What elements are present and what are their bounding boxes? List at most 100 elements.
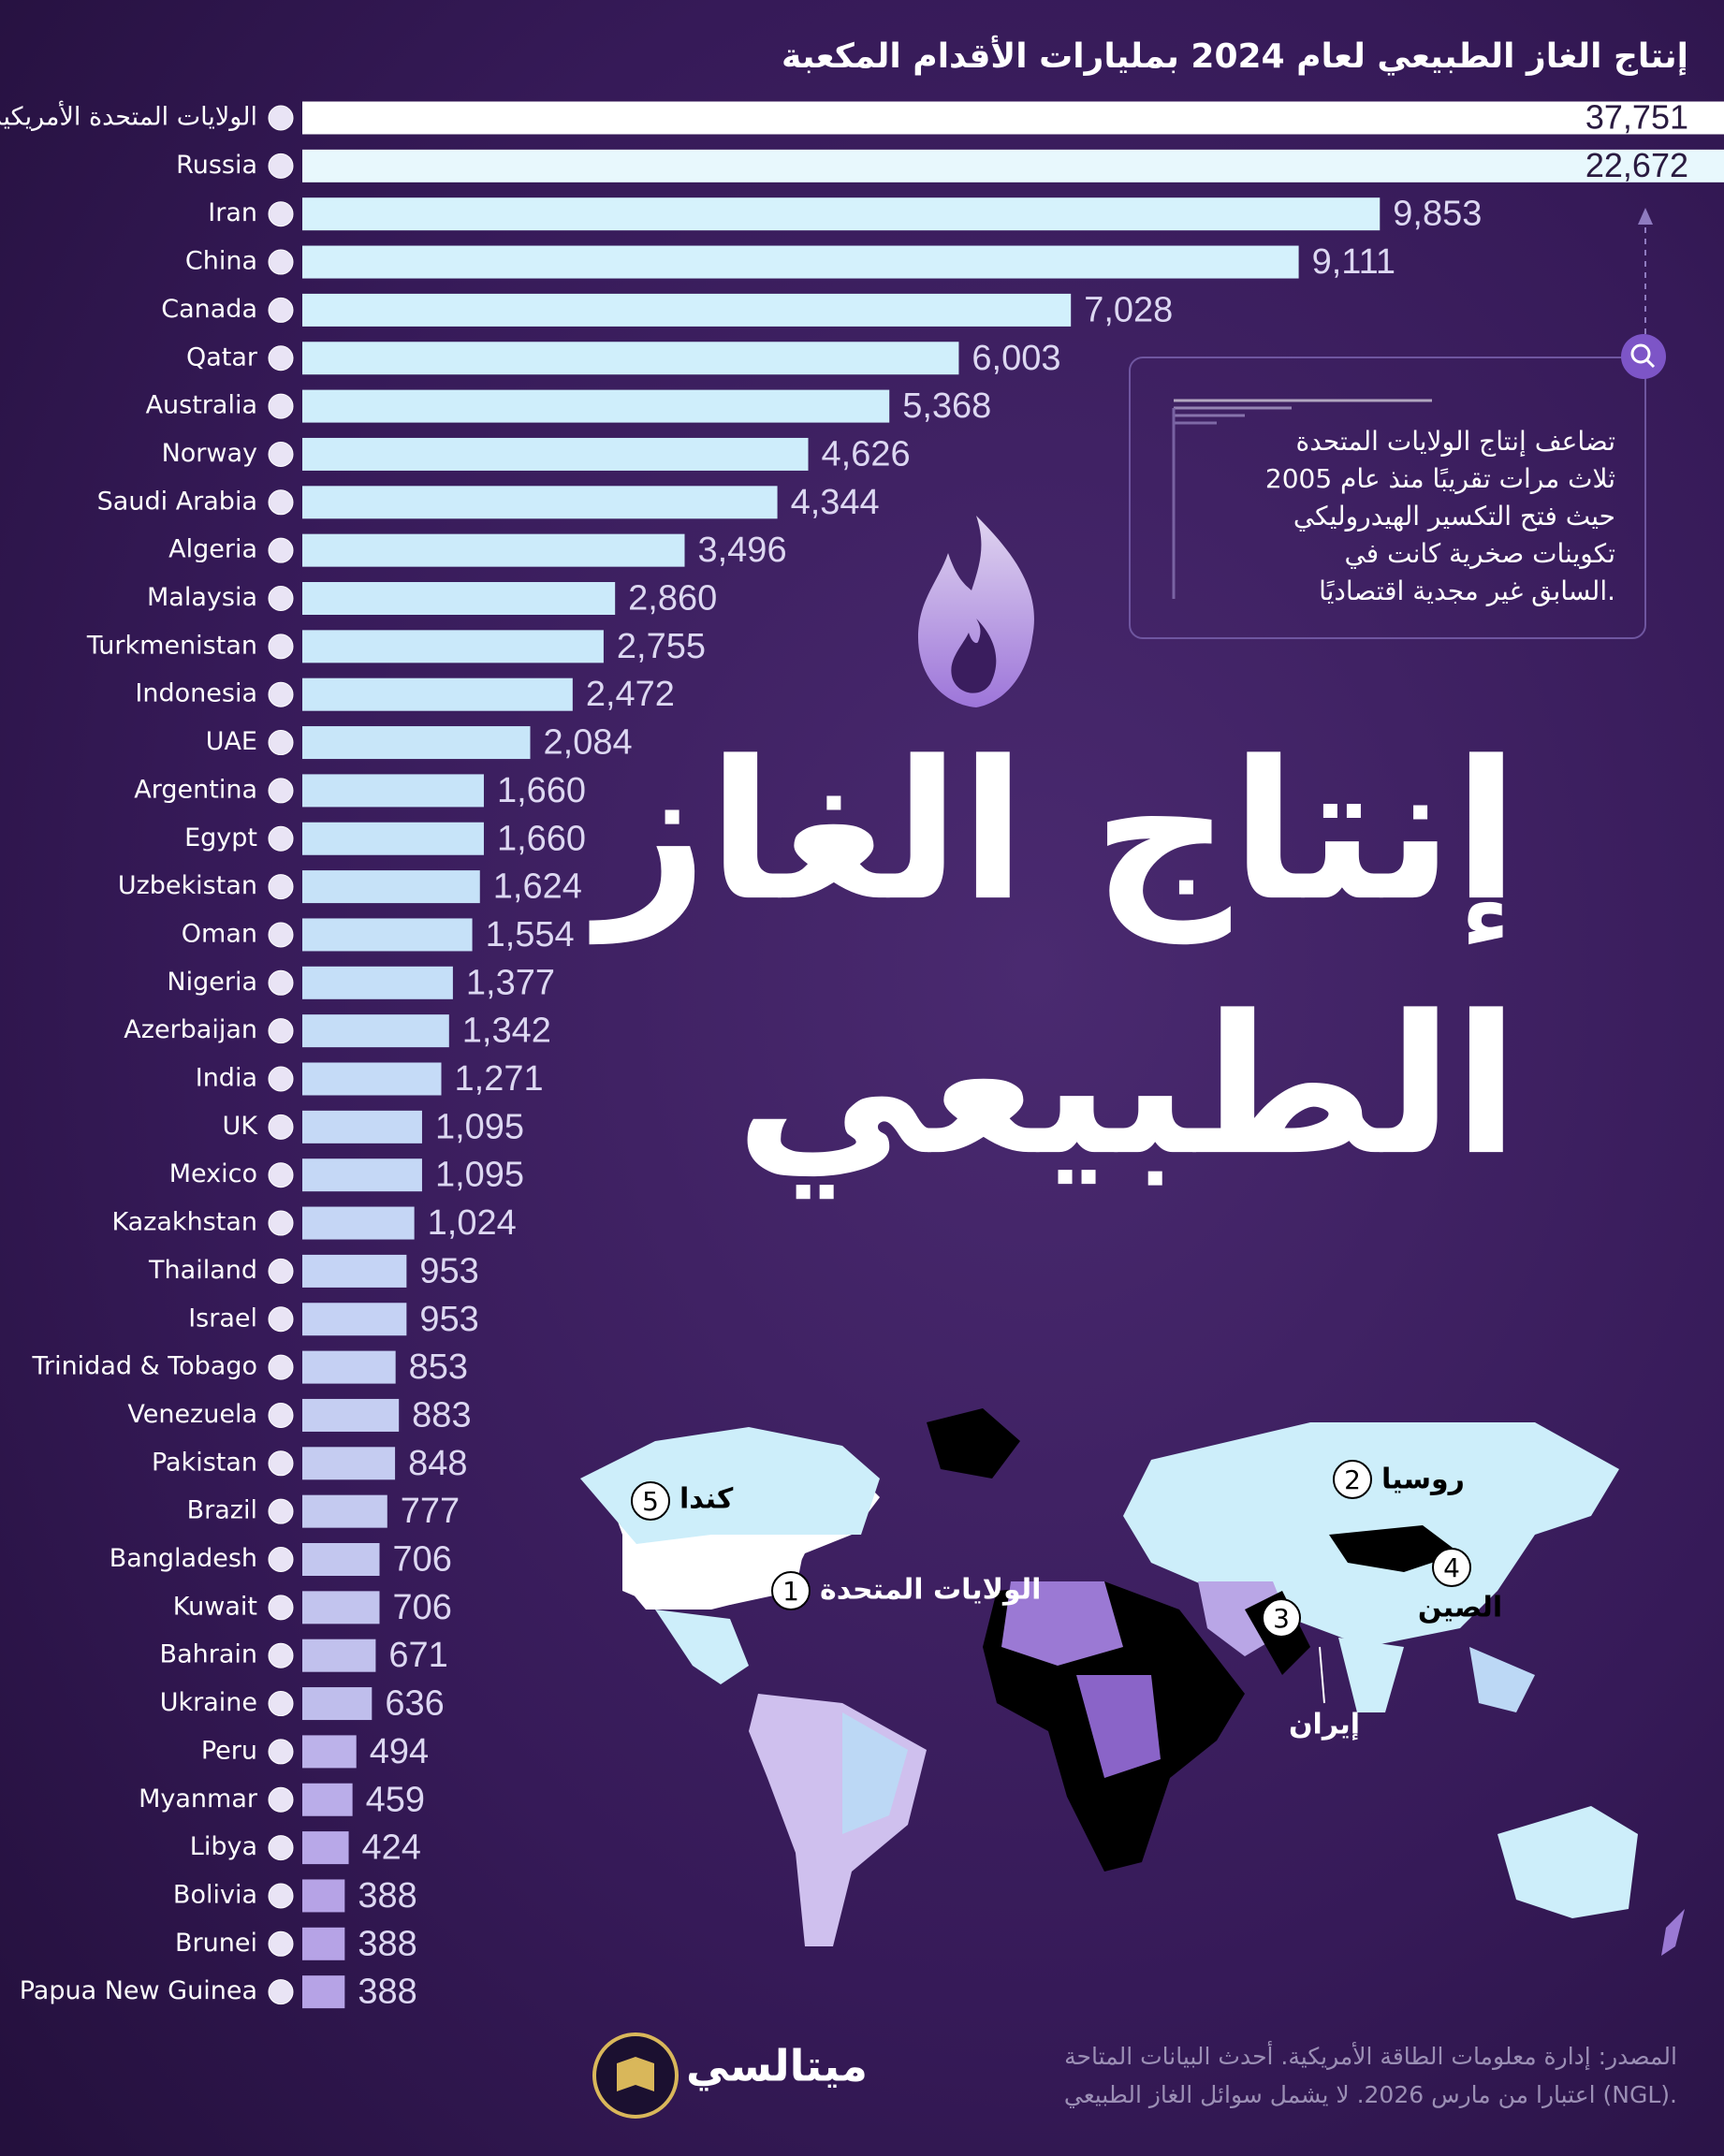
bar — [302, 966, 453, 999]
value-label: 853 — [409, 1348, 468, 1387]
flag — [268, 681, 294, 707]
value-label: 2,755 — [617, 627, 706, 666]
category-label: India — [196, 1064, 257, 1093]
bar — [302, 630, 604, 663]
category-label: Argentina — [134, 775, 257, 804]
source-text: المصدر: إدارة معلومات الطاقة الأمريكية. … — [1064, 2040, 1677, 2071]
flag — [268, 1354, 294, 1380]
category-label: الولايات المتحدة الأمريكية — [0, 100, 257, 132]
source-text: اعتبارا من مارس 2026. لا يشمل سوائل الغا… — [1064, 2081, 1677, 2108]
value-label: 6,003 — [972, 339, 1060, 378]
category-label: Peru — [201, 1736, 257, 1765]
flag — [268, 1114, 294, 1140]
category-label: Israel — [188, 1304, 257, 1333]
value-label: 388 — [358, 1924, 416, 1963]
map-labels: 2 روسيا 5 كندا 1 الولايات المتحدة 4 الصي… — [631, 1460, 1502, 1741]
annotation-text: ثلاث مرات تقريبًا منذ عام 2005 — [1265, 463, 1615, 494]
flag — [268, 1883, 294, 1909]
category-label: Algeria — [168, 535, 257, 564]
bar — [302, 677, 573, 711]
flag — [268, 1979, 294, 2005]
category-label: Trinidad & Tobago — [31, 1352, 257, 1381]
category-label: UK — [223, 1112, 259, 1141]
category-label: Ukraine — [160, 1688, 257, 1717]
value-label: 4,626 — [822, 434, 911, 473]
category-label: Myanmar — [139, 1785, 258, 1814]
category-label: Russia — [176, 151, 257, 180]
value-label: 1,624 — [493, 867, 582, 907]
map-label: روسيا — [1381, 1464, 1465, 1496]
category-label: Bangladesh — [110, 1544, 257, 1573]
value-label: 3,496 — [697, 531, 786, 570]
brand-logo-book — [617, 2057, 654, 2091]
category-label: Indonesia — [135, 679, 257, 708]
value-label: 1,271 — [455, 1059, 544, 1099]
category-label: Pakistan — [152, 1448, 257, 1477]
bar — [302, 486, 778, 519]
category-label: Canada — [161, 295, 257, 324]
flag — [268, 634, 294, 660]
flag — [268, 922, 294, 948]
flag — [268, 778, 294, 804]
chart-title: إنتاج الغاز الطبيعي لعام 2024 بمليارات ا… — [782, 35, 1688, 76]
value-label: 953 — [419, 1300, 478, 1339]
value-label: 2,472 — [586, 675, 675, 714]
bar — [302, 870, 480, 904]
flag — [268, 1739, 294, 1765]
category-label: Egypt — [184, 823, 257, 852]
bar — [302, 293, 1072, 327]
flag — [268, 586, 294, 611]
flag — [268, 1306, 294, 1333]
category-label: UAE — [206, 727, 257, 756]
value-label: 1,095 — [435, 1156, 524, 1195]
category-label: Bolivia — [173, 1880, 257, 1909]
category-label: Uzbekistan — [118, 871, 257, 900]
category-label: Venezuela — [127, 1400, 257, 1429]
bar — [302, 245, 1299, 279]
bar — [302, 1350, 396, 1384]
bar — [302, 774, 484, 808]
flag — [268, 153, 294, 179]
category-label: Azerbaijan — [124, 1015, 257, 1044]
annotation-text: السابق غير مجدية اقتصاديًا. — [1319, 575, 1615, 606]
category-label: Libya — [190, 1832, 257, 1861]
value-label: 2,084 — [544, 723, 633, 763]
value-label: 7,028 — [1084, 290, 1173, 329]
flag — [268, 1547, 294, 1572]
flag — [268, 1450, 294, 1477]
value-label: 671 — [388, 1636, 447, 1675]
value-label: 37,751 — [1585, 98, 1688, 137]
bar — [302, 1303, 407, 1336]
flag — [268, 1835, 294, 1861]
category-label: China — [185, 247, 257, 276]
arrow-head — [1638, 208, 1653, 225]
value-label: 1,660 — [497, 819, 586, 858]
bar — [302, 342, 959, 375]
category-label: Qatar — [186, 342, 258, 371]
value-label: 883 — [412, 1395, 471, 1435]
category-label: Nigeria — [167, 968, 257, 997]
flag — [268, 1210, 294, 1236]
bar — [302, 1206, 415, 1240]
bar — [302, 1494, 387, 1528]
flag — [268, 1018, 294, 1044]
bar — [302, 1687, 373, 1721]
bar — [302, 582, 616, 615]
map-number: 4 — [1443, 1552, 1460, 1583]
bar — [302, 1543, 380, 1576]
value-label: 459 — [366, 1780, 425, 1819]
value-label: 388 — [358, 1876, 416, 1916]
category-label: Norway — [162, 439, 257, 468]
fire-icon — [918, 516, 1034, 707]
flag — [268, 1402, 294, 1428]
headline: إنتاج الغاز — [589, 721, 1519, 944]
flag — [268, 537, 294, 563]
brand-name: ميتالسي — [686, 2041, 868, 2091]
flag — [268, 441, 294, 467]
flag — [268, 345, 294, 371]
flag — [268, 1258, 294, 1284]
annotation-text: حيث فتح التكسير الهيدروليكي — [1293, 501, 1615, 532]
bar — [302, 726, 531, 760]
